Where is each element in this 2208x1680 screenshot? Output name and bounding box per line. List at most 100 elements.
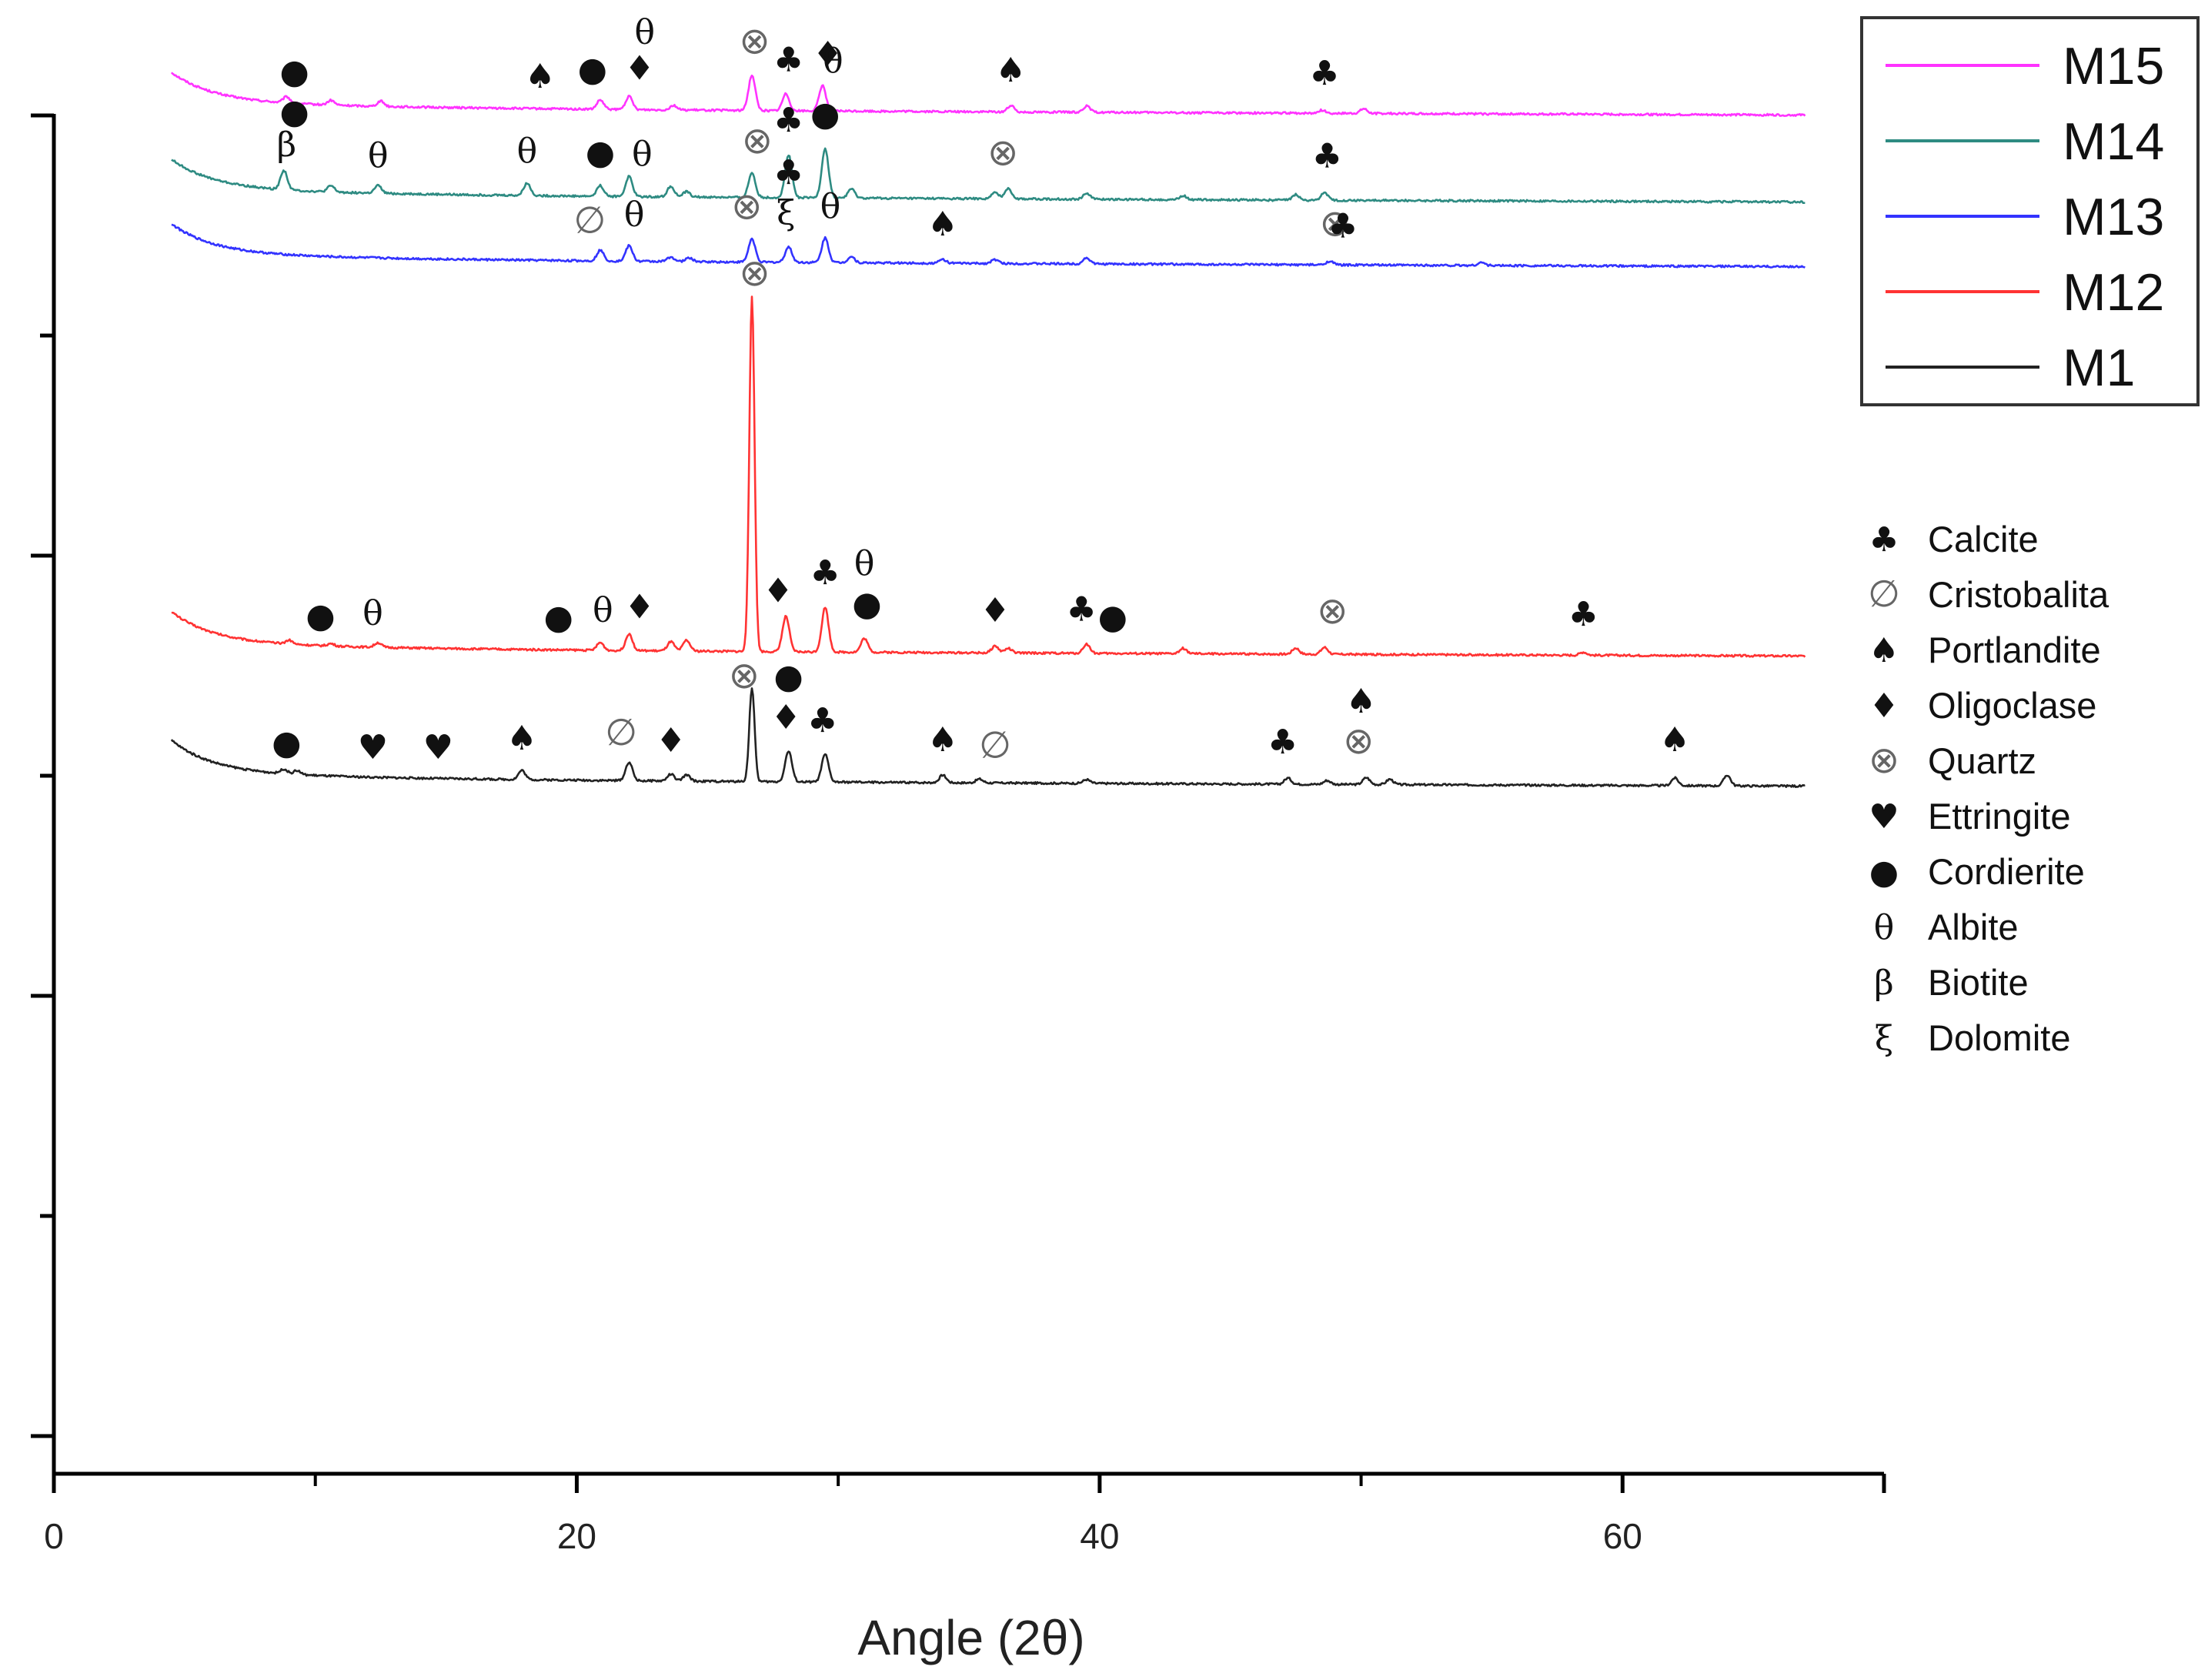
peak-annotation: ● — [306, 596, 335, 636]
peak-annotation: ⊗ — [1319, 202, 1350, 245]
phase-symbol: ∅ — [1868, 573, 1900, 616]
y-ticks — [31, 113, 54, 1438]
phase-symbol: ♦ — [1869, 686, 1899, 726]
peak-annotation: ♣ — [1268, 723, 1298, 762]
peak-annotation: ♠ — [1660, 720, 1690, 760]
peak-annotation: ∅ — [574, 199, 606, 242]
peak-annotation: ♣ — [1312, 136, 1342, 175]
peak-annotation: ξ — [777, 194, 795, 233]
legend-frame — [1860, 16, 2200, 406]
legend-label: M14 — [2063, 112, 2164, 171]
annotation-layer: ● ♠ ● ♦θ ⊗ ♣ ♦θ ♠ ♣β●θ θ ● θ ⊗ ♣ ●⊗ ♣∅ θ ⊗ ξ♣θ ♠ ⊗♣⊗● θ ● θ ♦ ♦ ♣●… — [272, 12, 1690, 767]
peak-annotation: ⊗ — [742, 119, 773, 162]
peak-annotation: ♠ — [927, 205, 957, 244]
legend: M15 M14 M13 M12 M1 — [1860, 16, 2200, 406]
peak-annotation: ♠ — [1346, 682, 1376, 721]
phase-symbol: ♠ — [1869, 631, 1899, 670]
peak-annotation: θ — [820, 187, 841, 226]
peak-annotation: θ — [624, 195, 645, 234]
series-line-m12 — [171, 296, 1806, 658]
peak-annotation: ♣ — [1066, 590, 1096, 629]
peak-annotation: ♦ — [656, 721, 686, 760]
peak-annotation: ♣ — [773, 153, 803, 192]
phase-symbol: β — [1874, 964, 1893, 1003]
peak-annotation: ♣ — [773, 101, 803, 140]
peak-annotation: θ — [368, 136, 389, 175]
legend-label: M13 — [2063, 188, 2164, 246]
peak-annotation: ● — [586, 133, 615, 172]
peak-annotation: ♣ — [773, 41, 803, 80]
peak-annotation: ♣ — [810, 553, 840, 593]
legend-entries: M15 M14 M13 M12 M1 — [1886, 37, 2164, 397]
series-line-m14 — [171, 147, 1805, 204]
x-tick-label: 60 — [1603, 1516, 1642, 1556]
x-tick-label: 0 — [44, 1516, 64, 1556]
peak-annotation: θ — [632, 135, 653, 174]
peak-annotation: ● — [810, 95, 840, 134]
x-ticks: 0 20 40 60 — [44, 1474, 1886, 1556]
series-line-m13 — [171, 223, 1805, 269]
phase-symbol: ♣ — [1869, 520, 1899, 559]
phase-name: Quartz — [1928, 740, 2036, 781]
peak-annotation: β — [277, 125, 296, 165]
peak-annotation: ♣ — [1328, 207, 1358, 246]
peak-annotation: ● — [852, 585, 881, 624]
peak-annotation: ● — [1098, 597, 1127, 636]
peak-annotation: ♦ — [980, 591, 1010, 630]
peak-annotation: ⊗ — [739, 19, 770, 62]
phase-symbol: ⊗ — [1869, 739, 1899, 782]
peak-annotation: ♥ — [358, 728, 388, 767]
peak-annotation: ● — [272, 723, 301, 763]
legend-label: M15 — [2063, 37, 2164, 95]
phase-name: Oligoclase — [1928, 685, 2096, 726]
phase-symbol: ξ — [1875, 1019, 1893, 1058]
peak-annotation: ♠ — [996, 51, 1026, 90]
peak-annotation: ⊗ — [729, 654, 760, 697]
peak-annotation: θ — [517, 132, 538, 171]
x-axis-label: Angle (2θ) — [857, 1610, 1084, 1665]
peak-annotation: ∅ — [605, 711, 637, 754]
peak-annotation: ♦ — [624, 588, 654, 627]
peak-annotation: ∅ — [979, 723, 1011, 767]
peak-annotation: ♠ — [927, 720, 957, 760]
peak-annotation: ♦ — [763, 571, 793, 610]
axes: 0 20 40 60 — [31, 113, 1886, 1556]
peak-annotation: ♥ — [423, 728, 453, 767]
series-line-m1 — [170, 687, 1805, 788]
peak-annotation: ♦ — [624, 49, 654, 89]
peak-annotation: ● — [773, 657, 803, 696]
peak-annotation: ♠ — [525, 57, 555, 96]
legend-label: M1 — [2063, 339, 2135, 397]
series-layer — [170, 72, 1806, 788]
phase-name: Calcite — [1928, 519, 2039, 559]
x-tick-label: 40 — [1080, 1516, 1119, 1556]
phase-name: Biotite — [1928, 962, 2029, 1003]
peak-annotation: ● — [578, 50, 607, 89]
peak-annotation: θ — [362, 594, 383, 633]
phase-name: Cordierite — [1928, 851, 2085, 892]
phase-symbol: ♥ — [1869, 797, 1899, 837]
peak-annotation: θ — [635, 12, 656, 52]
peak-annotation: ● — [543, 598, 573, 637]
peak-annotation: ♦ — [813, 35, 843, 74]
phase-legend: ♣ Calcite ∅ Cristobalita ♠ Portlandite ♦ Oligoc… — [1868, 519, 2109, 1058]
phase-name: Dolomite — [1928, 1017, 2070, 1058]
peak-annotation: ⊗ — [1343, 720, 1374, 763]
phase-name: Albite — [1928, 907, 2019, 947]
phase-symbol: θ — [1874, 908, 1895, 947]
peak-annotation: ♠ — [506, 719, 536, 758]
peak-annotation: ● — [279, 52, 309, 92]
peak-annotation: θ — [854, 544, 875, 583]
legend-label: M12 — [2063, 263, 2164, 322]
peak-annotation: θ — [593, 590, 613, 630]
peak-annotation: ⊗ — [739, 252, 770, 295]
peak-annotation: ● — [279, 92, 309, 132]
x-tick-label: 20 — [557, 1516, 596, 1556]
peak-annotation: θ — [823, 42, 843, 81]
peak-annotation: ♣ — [807, 701, 837, 740]
series-line-m15 — [170, 72, 1806, 117]
phase-name: Cristobalita — [1928, 574, 2109, 615]
peak-annotation: ♦ — [770, 698, 800, 737]
peak-annotation: ⊗ — [1317, 590, 1348, 633]
